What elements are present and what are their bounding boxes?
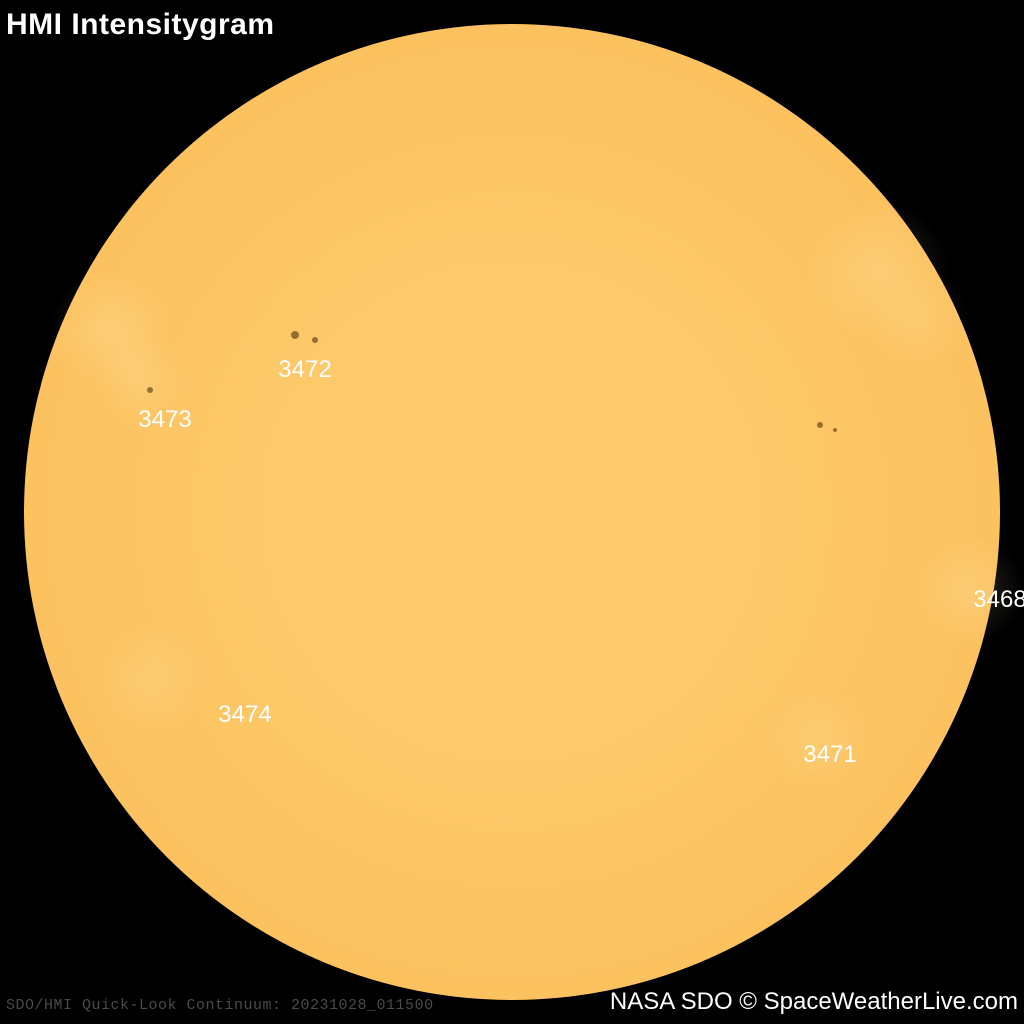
sunspot-label: 3472 bbox=[278, 356, 331, 384]
sunspot-label: 3474 bbox=[218, 701, 271, 729]
sunspot-dot bbox=[147, 387, 153, 393]
facula bbox=[95, 625, 205, 735]
timestamp-caption: SDO/HMI Quick-Look Continuum: 20231028_0… bbox=[6, 997, 434, 1014]
sun-disk bbox=[24, 24, 1000, 1000]
facula bbox=[770, 690, 870, 790]
facula bbox=[870, 270, 970, 370]
sunspot-label: 3471 bbox=[803, 741, 856, 769]
credit-caption: NASA SDO © SpaceWeatherLive.com bbox=[610, 988, 1018, 1016]
sunspot-label: 3468 bbox=[973, 586, 1024, 614]
sunspot-label: 3473 bbox=[138, 406, 191, 434]
sunspot-dot bbox=[833, 428, 837, 432]
sunspot-dot bbox=[312, 337, 318, 343]
page-title: HMI Intensitygram bbox=[6, 8, 275, 42]
sunspot-dot bbox=[291, 331, 299, 339]
sunspot-dot bbox=[817, 422, 823, 428]
